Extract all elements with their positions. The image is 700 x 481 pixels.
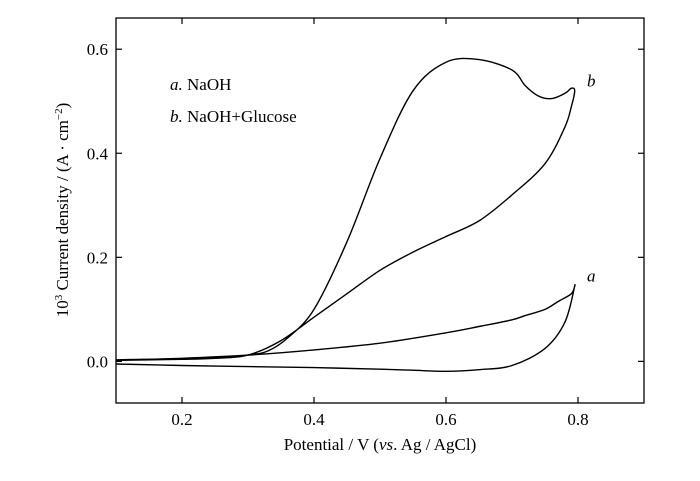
x-axis-title-part-3: . Ag / AgCl) [393, 435, 476, 454]
y-tick-label: 0.0 [87, 352, 108, 371]
curve-annotations: ab [587, 71, 596, 285]
legend-text-a: NaOH [183, 75, 232, 94]
legend-entry-b: b. NaOH+Glucose [170, 107, 297, 126]
legend-key-a: a. [170, 75, 183, 94]
x-axis-title-part-1: Potential / V ( [284, 435, 380, 454]
curve-b [115, 57, 576, 361]
x-tick-label: 0.8 [567, 410, 588, 429]
legend-text-b: NaOH+Glucose [183, 107, 297, 126]
y-axis-title: 103 Current density / (A · cm−2) [53, 103, 72, 318]
x-axis-title-vs: vs [379, 435, 394, 454]
legend-entry-a: a. NaOH [170, 75, 231, 94]
y-axis-title-close: ) [53, 103, 72, 109]
x-tick-label: 0.2 [171, 410, 192, 429]
x-tick-label: 0.6 [435, 410, 456, 429]
y-tick-label: 0.6 [87, 40, 108, 59]
y-tick-label: 0.2 [87, 248, 108, 267]
y-axis-title-exponent: 3 [53, 294, 65, 300]
curve-label-b: b [587, 71, 596, 90]
legend: a. NaOH b. NaOH+Glucose [170, 75, 297, 126]
curve-label-a: a [587, 267, 596, 286]
curve-a [115, 284, 576, 373]
plot-frame [115, 17, 645, 404]
x-tick-label: 0.4 [303, 410, 325, 429]
x-axis-ticks: 0.2 0.4 0.6 0.8 [171, 18, 589, 429]
y-tick-label: 0.4 [87, 144, 109, 163]
y-axis-title-unit-exponent: −2 [53, 108, 65, 120]
legend-key-b: b. [170, 107, 183, 126]
y-axis-title-main: Current density / (A · cm [53, 120, 72, 295]
y-axis-ticks: 0.0 0.2 0.4 0.6 [87, 40, 644, 371]
x-axis-title: Potential / V (vs. Ag / AgCl) [284, 435, 477, 454]
y-axis-title-base: 10 [53, 300, 72, 317]
curves [115, 57, 576, 373]
